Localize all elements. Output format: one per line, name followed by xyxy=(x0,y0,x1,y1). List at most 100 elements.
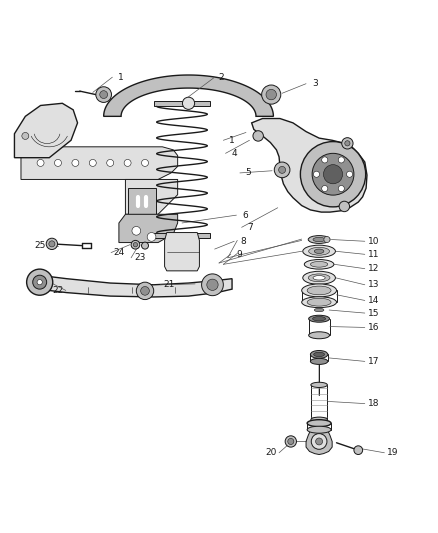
Circle shape xyxy=(132,227,141,235)
Polygon shape xyxy=(125,180,178,214)
Ellipse shape xyxy=(307,426,331,433)
Circle shape xyxy=(100,91,108,99)
Text: 8: 8 xyxy=(240,237,246,246)
Circle shape xyxy=(141,159,148,166)
Polygon shape xyxy=(14,103,78,158)
Polygon shape xyxy=(252,118,367,212)
Text: 20: 20 xyxy=(265,448,277,457)
Circle shape xyxy=(201,274,223,296)
Ellipse shape xyxy=(309,247,329,255)
Text: 9: 9 xyxy=(237,250,242,259)
Ellipse shape xyxy=(314,308,324,312)
Text: 19: 19 xyxy=(387,448,399,457)
Ellipse shape xyxy=(311,417,327,422)
Circle shape xyxy=(338,185,344,191)
Text: 1: 1 xyxy=(229,136,235,145)
Ellipse shape xyxy=(307,286,331,295)
Circle shape xyxy=(316,438,322,445)
Text: 12: 12 xyxy=(368,264,379,273)
Text: 2: 2 xyxy=(219,72,224,82)
Text: 15: 15 xyxy=(368,309,379,318)
Ellipse shape xyxy=(314,249,324,254)
Circle shape xyxy=(322,157,328,163)
Circle shape xyxy=(22,133,29,140)
Circle shape xyxy=(300,142,366,207)
Circle shape xyxy=(131,240,140,249)
Ellipse shape xyxy=(311,358,328,365)
Text: 4: 4 xyxy=(231,149,237,158)
Circle shape xyxy=(261,85,281,104)
Circle shape xyxy=(96,87,112,102)
Ellipse shape xyxy=(313,317,325,321)
Ellipse shape xyxy=(308,274,330,282)
Ellipse shape xyxy=(302,297,336,308)
Text: 10: 10 xyxy=(368,237,379,246)
Circle shape xyxy=(323,165,343,184)
Circle shape xyxy=(279,166,286,173)
Circle shape xyxy=(253,131,263,141)
Circle shape xyxy=(49,241,55,247)
Text: 5: 5 xyxy=(246,168,251,177)
Text: 21: 21 xyxy=(163,280,175,289)
Text: 17: 17 xyxy=(368,357,379,366)
Circle shape xyxy=(342,138,353,149)
Ellipse shape xyxy=(314,352,325,357)
Circle shape xyxy=(346,171,353,177)
Circle shape xyxy=(33,275,47,289)
Ellipse shape xyxy=(302,284,336,297)
Text: 22: 22 xyxy=(53,286,64,295)
Ellipse shape xyxy=(307,298,331,306)
Text: 14: 14 xyxy=(368,296,379,305)
Ellipse shape xyxy=(303,245,336,257)
Circle shape xyxy=(141,242,148,249)
Ellipse shape xyxy=(309,332,329,339)
Circle shape xyxy=(27,269,53,295)
Text: 6: 6 xyxy=(242,211,248,220)
Circle shape xyxy=(183,97,194,109)
Circle shape xyxy=(311,434,327,449)
Ellipse shape xyxy=(309,315,329,322)
Circle shape xyxy=(266,90,276,100)
Circle shape xyxy=(324,237,330,243)
Circle shape xyxy=(89,159,96,166)
Ellipse shape xyxy=(303,271,336,284)
Text: 1: 1 xyxy=(118,72,124,82)
Polygon shape xyxy=(21,147,178,180)
Ellipse shape xyxy=(313,237,325,241)
Circle shape xyxy=(338,157,344,163)
Text: 25: 25 xyxy=(34,241,46,250)
Circle shape xyxy=(46,238,57,249)
Polygon shape xyxy=(306,430,332,455)
Polygon shape xyxy=(127,188,156,214)
Circle shape xyxy=(107,159,114,166)
Ellipse shape xyxy=(311,382,327,387)
Circle shape xyxy=(72,159,79,166)
Ellipse shape xyxy=(311,351,328,358)
Polygon shape xyxy=(104,75,273,116)
Circle shape xyxy=(314,171,320,177)
Circle shape xyxy=(136,282,154,300)
Text: 16: 16 xyxy=(368,323,379,332)
Text: 7: 7 xyxy=(247,223,253,232)
Circle shape xyxy=(285,436,297,447)
Circle shape xyxy=(288,439,294,445)
Ellipse shape xyxy=(311,262,328,267)
Text: 3: 3 xyxy=(312,79,318,88)
Circle shape xyxy=(207,279,218,290)
Circle shape xyxy=(345,141,350,146)
Circle shape xyxy=(124,159,131,166)
Text: 13: 13 xyxy=(368,280,379,289)
Circle shape xyxy=(322,185,328,191)
Circle shape xyxy=(141,287,149,295)
Circle shape xyxy=(274,162,290,177)
Polygon shape xyxy=(119,214,178,243)
Polygon shape xyxy=(154,232,210,238)
Ellipse shape xyxy=(304,260,334,269)
Circle shape xyxy=(54,159,61,166)
Polygon shape xyxy=(39,275,232,297)
Circle shape xyxy=(37,279,42,285)
Circle shape xyxy=(147,232,156,241)
Text: 11: 11 xyxy=(368,250,379,259)
Circle shape xyxy=(312,154,354,195)
Text: 18: 18 xyxy=(368,399,379,408)
